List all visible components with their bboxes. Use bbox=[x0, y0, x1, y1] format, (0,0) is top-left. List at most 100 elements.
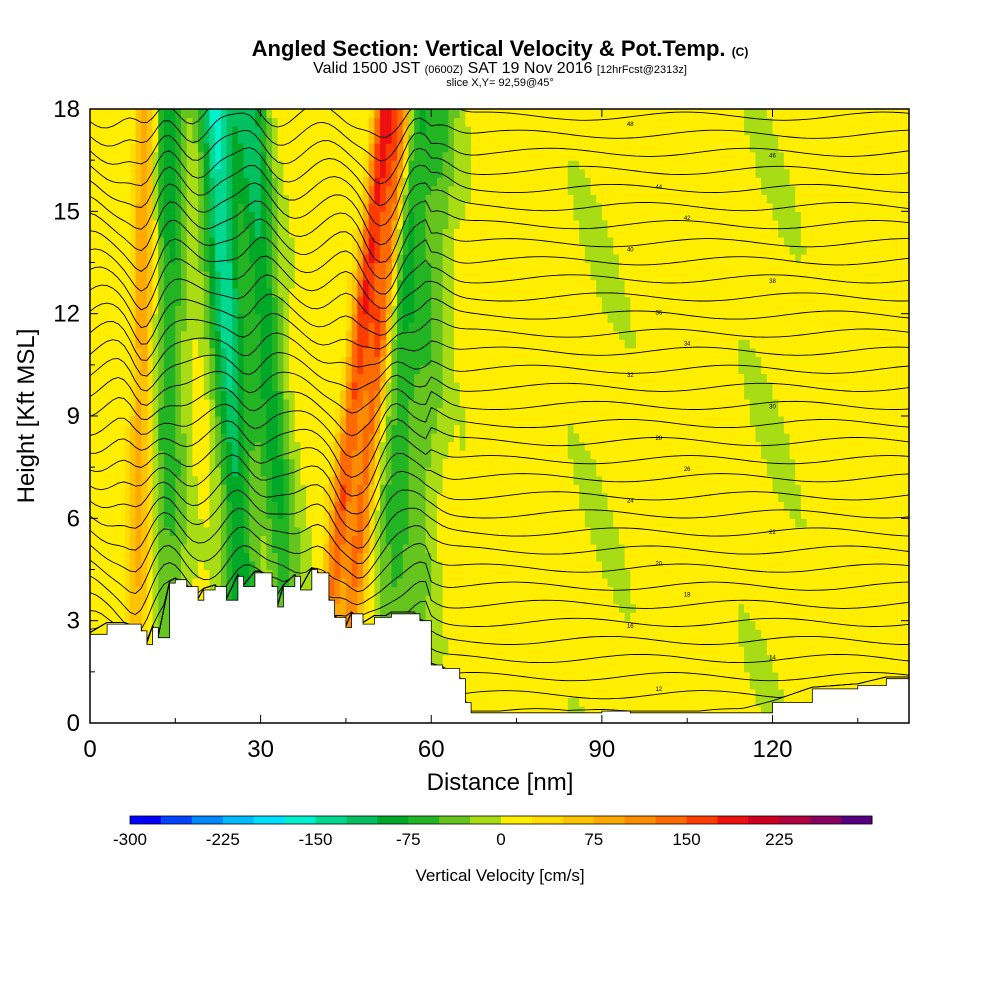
field-cell bbox=[385, 450, 393, 460]
field-cell bbox=[704, 637, 711, 647]
field-cell bbox=[613, 450, 620, 460]
field-cell bbox=[158, 595, 165, 605]
field-cell bbox=[738, 569, 745, 579]
field-cell bbox=[351, 467, 358, 477]
field-cell bbox=[607, 560, 614, 571]
field-cell bbox=[886, 654, 893, 664]
field-cell bbox=[380, 416, 387, 426]
field-cell bbox=[340, 475, 347, 485]
field-cell bbox=[431, 646, 438, 656]
field-cell bbox=[658, 671, 666, 681]
field-cell bbox=[254, 501, 262, 511]
field-cell bbox=[289, 578, 296, 588]
field-cell bbox=[351, 424, 358, 434]
field-cell bbox=[891, 543, 899, 554]
field-cell bbox=[334, 552, 341, 562]
field-cell bbox=[510, 671, 518, 681]
field-cell bbox=[800, 620, 808, 630]
field-cell bbox=[294, 535, 302, 545]
field-cell bbox=[254, 484, 262, 494]
field-cell bbox=[351, 492, 358, 502]
field-cell bbox=[624, 569, 631, 579]
field-cell bbox=[471, 509, 478, 519]
field-cell bbox=[516, 697, 523, 707]
field-cell bbox=[806, 518, 813, 528]
field-cell bbox=[766, 603, 774, 613]
field-cell bbox=[761, 535, 768, 545]
field-cell bbox=[744, 458, 751, 468]
field-cell bbox=[727, 654, 734, 664]
field-cell bbox=[505, 620, 512, 630]
field-cell bbox=[806, 509, 813, 519]
field-cell bbox=[112, 586, 120, 596]
field-cell bbox=[789, 518, 796, 528]
field-cell bbox=[641, 620, 648, 630]
field-cell bbox=[402, 441, 410, 451]
field-cell bbox=[482, 441, 489, 451]
field-cell bbox=[522, 543, 529, 554]
field-cell bbox=[618, 578, 626, 588]
field-cell bbox=[596, 663, 603, 673]
field-cell bbox=[249, 552, 256, 562]
field-cell bbox=[363, 612, 370, 622]
field-cell bbox=[510, 501, 518, 511]
field-cell bbox=[368, 441, 375, 451]
field-cell bbox=[454, 433, 461, 443]
field-cell bbox=[880, 620, 887, 630]
field-cell bbox=[800, 680, 808, 690]
field-cell bbox=[681, 467, 688, 477]
field-cell bbox=[488, 484, 495, 494]
field-cell bbox=[135, 416, 142, 426]
field-cell bbox=[499, 467, 506, 477]
field-cell bbox=[607, 680, 614, 690]
field-cell bbox=[493, 492, 501, 502]
field-cell bbox=[766, 680, 774, 690]
field-cell bbox=[306, 526, 313, 536]
field-cell bbox=[755, 475, 762, 485]
field-cell bbox=[351, 458, 358, 468]
field-cell bbox=[141, 492, 148, 502]
field-cell bbox=[897, 526, 904, 536]
field-cell bbox=[789, 543, 796, 554]
field-cell bbox=[505, 450, 512, 460]
field-cell bbox=[789, 654, 796, 664]
field-cell bbox=[380, 450, 387, 460]
field-cell bbox=[289, 560, 296, 571]
field-cell bbox=[857, 484, 865, 494]
field-cell bbox=[272, 424, 279, 434]
field-cell bbox=[226, 560, 233, 571]
field-cell bbox=[744, 680, 751, 690]
field-cell bbox=[141, 475, 148, 485]
field-cell bbox=[857, 492, 865, 502]
field-cell bbox=[414, 424, 421, 434]
field-cell bbox=[408, 586, 415, 596]
field-cell bbox=[317, 560, 324, 571]
field-cell bbox=[658, 569, 666, 579]
field-cell bbox=[311, 492, 319, 502]
field-cell bbox=[107, 612, 114, 622]
field-cell bbox=[709, 671, 717, 681]
field-cell bbox=[254, 416, 262, 426]
field-cell bbox=[454, 475, 461, 485]
field-cell bbox=[618, 552, 626, 562]
chart-title-main: Angled Section: Vertical Velocity & Pot.… bbox=[251, 36, 726, 61]
field-cell bbox=[573, 629, 580, 639]
field-cell bbox=[471, 671, 478, 681]
field-cell bbox=[533, 578, 540, 588]
field-cell bbox=[562, 688, 569, 699]
field-cell bbox=[789, 663, 796, 673]
field-cell bbox=[203, 535, 211, 545]
field-cell bbox=[584, 424, 592, 434]
field-cell bbox=[129, 492, 137, 502]
field-cell bbox=[755, 578, 762, 588]
field-cell bbox=[846, 424, 853, 434]
field-cell bbox=[317, 416, 324, 426]
field-cell bbox=[391, 501, 398, 511]
field-cell bbox=[829, 646, 836, 656]
field-cell bbox=[766, 484, 774, 494]
field-cell bbox=[317, 526, 324, 536]
field-cell bbox=[681, 697, 688, 707]
field-cell bbox=[596, 705, 603, 716]
field-cell bbox=[818, 586, 825, 596]
field-cell bbox=[647, 612, 654, 622]
